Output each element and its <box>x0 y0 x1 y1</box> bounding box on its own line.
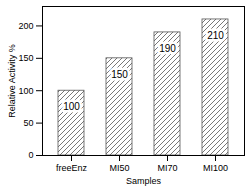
svg-text:150: 150 <box>18 53 33 63</box>
svg-text:MI70: MI70 <box>157 163 177 173</box>
svg-text:190: 190 <box>159 43 176 54</box>
svg-text:Relative Activity %: Relative Activity % <box>7 44 17 118</box>
svg-text:200: 200 <box>18 21 33 31</box>
svg-text:MI50: MI50 <box>109 163 129 173</box>
svg-text:50: 50 <box>23 118 33 128</box>
svg-text:freeEnz: freeEnz <box>56 163 88 173</box>
svg-text:150: 150 <box>111 69 128 80</box>
svg-text:Samples: Samples <box>126 176 162 186</box>
svg-text:100: 100 <box>18 86 33 96</box>
svg-text:100: 100 <box>63 101 80 112</box>
svg-text:0: 0 <box>28 150 33 160</box>
svg-text:210: 210 <box>207 30 224 41</box>
svg-text:MI100: MI100 <box>203 163 228 173</box>
